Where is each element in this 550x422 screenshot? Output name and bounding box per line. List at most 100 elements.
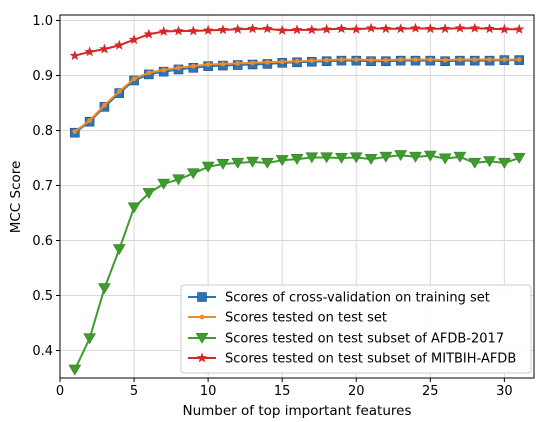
data-point (309, 58, 315, 64)
x-tick-label: 0 (56, 384, 64, 399)
data-point (365, 22, 377, 33)
data-point (217, 24, 229, 35)
data-point (173, 25, 184, 36)
data-point (112, 244, 126, 256)
legend-entry-mitbih-afdb: Scores tested on test subset of MITBIH-A… (188, 352, 516, 367)
data-point (262, 23, 273, 34)
series-line (74, 27, 520, 57)
series-line (74, 58, 520, 133)
series-0 (70, 55, 524, 138)
data-point (336, 23, 347, 34)
data-point (275, 155, 289, 167)
data-point (99, 43, 110, 54)
x-tick-label: 5 (130, 384, 138, 399)
y-tick-label: 0.7 (32, 179, 53, 194)
legend-marker (199, 314, 205, 320)
data-point (186, 168, 200, 180)
data-point (157, 178, 171, 190)
data-point (454, 22, 466, 33)
y-tick-label: 0.4 (32, 344, 53, 359)
data-point (499, 23, 510, 34)
legend-entry-cv-training: Scores of cross-validation on training s… (188, 291, 490, 306)
data-point (68, 364, 82, 376)
data-point (202, 24, 214, 35)
y-tick-label: 0.6 (32, 234, 53, 249)
data-point (98, 283, 111, 295)
data-point (368, 57, 374, 63)
data-point (231, 157, 245, 169)
legend-swatch (188, 314, 216, 320)
data-point (410, 22, 421, 33)
data-point (190, 63, 196, 69)
data-point (497, 157, 511, 169)
legend-swatch (188, 292, 216, 302)
legend-label: Scores tested on test subset of MITBIH-A… (225, 352, 516, 367)
legend-marker (197, 292, 207, 302)
data-point (438, 153, 452, 165)
data-point (395, 23, 406, 34)
legend: Scores of cross-validation on training s… (180, 284, 532, 374)
legend-entry-test-set: Scores tested on test set (188, 311, 387, 326)
data-point (294, 58, 300, 64)
x-tick-label: 10 (200, 384, 217, 399)
data-point (469, 22, 480, 33)
data-point (290, 154, 304, 165)
data-point (487, 57, 492, 62)
y-axis-label: MCC Score (8, 161, 24, 234)
data-point (291, 24, 303, 35)
data-point (246, 156, 259, 168)
data-point (72, 129, 78, 135)
series-2 (68, 150, 526, 376)
data-point (232, 23, 243, 34)
data-point (142, 188, 156, 200)
data-point (468, 157, 482, 169)
legend-label: Scores tested on test subset of AFDB-201… (225, 332, 504, 347)
data-point (483, 156, 496, 168)
plot-frame (59, 14, 535, 379)
legend-swatch (188, 332, 216, 344)
data-point (250, 60, 255, 66)
legend-entry-afdb-2017: Scores tested on test subset of AFDB-201… (188, 332, 504, 347)
data-point (128, 34, 140, 45)
y-tick-label: 0.5 (32, 289, 53, 304)
x-tick-label: 30 (496, 384, 513, 399)
data-point (423, 150, 437, 162)
data-point (264, 59, 270, 65)
data-point (69, 50, 81, 61)
legend-swatch (188, 352, 216, 363)
data-point (335, 152, 348, 164)
data-point (353, 57, 359, 62)
data-point (146, 70, 152, 76)
data-point (127, 202, 141, 214)
data-point (188, 25, 199, 36)
data-point (220, 61, 226, 67)
data-point (321, 23, 332, 34)
data-point (516, 57, 522, 62)
data-point (351, 23, 362, 34)
data-point (102, 102, 107, 108)
legend-box (180, 284, 532, 374)
data-point (260, 157, 274, 169)
data-point (87, 118, 93, 123)
axis-ticks: 0 5 10 15 20 25 30 0.4 0.5 0.6 0.7 0.8 0.9 1.0 (32, 14, 512, 399)
data-point (398, 57, 404, 62)
data-point (501, 57, 507, 62)
y-tick-label: 0.8 (32, 124, 53, 139)
data-point (320, 152, 334, 164)
data-point (439, 23, 451, 34)
y-tick-label: 1.0 (32, 14, 53, 29)
data-point (306, 24, 318, 35)
data-point (453, 151, 467, 163)
data-point (379, 151, 393, 163)
data-point (427, 57, 433, 62)
data-point (339, 57, 344, 62)
x-tick-label: 25 (422, 384, 439, 399)
series-1 (72, 57, 522, 135)
data-point (413, 57, 418, 62)
legend-label: Scores of cross-validation on training s… (225, 291, 490, 306)
data-point (513, 23, 525, 34)
data-point (235, 61, 241, 66)
data-point (364, 154, 378, 165)
data-point (409, 151, 422, 163)
